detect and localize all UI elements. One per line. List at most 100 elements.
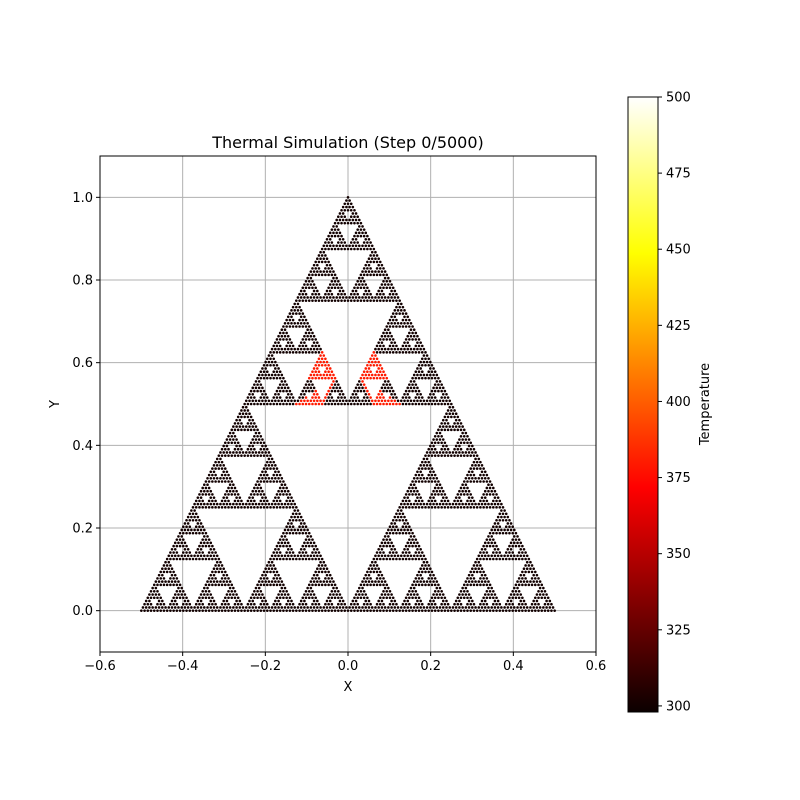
data-point bbox=[464, 483, 468, 487]
data-point bbox=[340, 221, 343, 225]
data-point bbox=[422, 373, 426, 377]
data-point bbox=[385, 596, 389, 600]
data-point bbox=[230, 480, 234, 483]
data-point bbox=[451, 425, 455, 428]
data-point bbox=[269, 480, 272, 483]
data-point bbox=[233, 506, 237, 509]
data-point bbox=[488, 609, 492, 612]
colorbar-tick-label: 500 bbox=[666, 91, 691, 106]
data-point bbox=[464, 606, 468, 609]
data-point bbox=[307, 286, 311, 290]
data-point bbox=[257, 386, 261, 390]
data-point bbox=[485, 493, 489, 496]
data-point bbox=[316, 360, 319, 364]
data-point bbox=[519, 606, 523, 609]
data-point bbox=[422, 347, 426, 351]
data-point bbox=[186, 554, 190, 558]
data-point bbox=[338, 212, 342, 215]
data-point bbox=[461, 425, 464, 428]
data-point bbox=[280, 580, 284, 583]
data-point bbox=[409, 489, 413, 493]
data-point bbox=[420, 499, 424, 503]
data-point bbox=[175, 538, 179, 541]
data-point bbox=[524, 551, 527, 554]
data-point bbox=[330, 609, 334, 612]
data-point bbox=[293, 554, 297, 558]
data-point bbox=[417, 389, 421, 393]
data-point bbox=[485, 577, 489, 580]
data-point bbox=[223, 602, 227, 606]
data-point bbox=[286, 554, 290, 558]
data-point bbox=[306, 399, 309, 403]
data-point bbox=[387, 334, 390, 338]
data-point bbox=[469, 467, 473, 470]
data-point bbox=[206, 489, 209, 493]
data-point bbox=[278, 583, 282, 587]
data-point bbox=[533, 570, 537, 574]
data-point bbox=[330, 299, 334, 302]
data-point bbox=[275, 338, 279, 341]
data-point bbox=[438, 606, 442, 609]
data-point bbox=[354, 593, 358, 596]
data-point bbox=[309, 276, 313, 280]
data-point bbox=[472, 570, 476, 574]
data-point bbox=[482, 506, 485, 509]
data-point bbox=[432, 593, 435, 596]
data-point bbox=[367, 360, 371, 364]
data-point bbox=[424, 363, 427, 367]
data-point bbox=[380, 548, 384, 551]
data-point bbox=[462, 434, 466, 438]
data-point bbox=[401, 402, 405, 406]
data-point bbox=[408, 531, 411, 535]
data-point bbox=[251, 393, 255, 396]
data-point bbox=[212, 580, 216, 583]
data-point bbox=[261, 502, 264, 506]
data-point bbox=[393, 347, 397, 351]
data-point bbox=[314, 570, 318, 574]
data-point bbox=[277, 347, 280, 351]
data-point bbox=[312, 373, 316, 377]
data-point bbox=[372, 254, 376, 257]
data-point bbox=[207, 589, 211, 593]
data-point bbox=[420, 460, 424, 464]
data-point bbox=[414, 389, 418, 393]
data-point bbox=[427, 583, 431, 587]
data-point bbox=[427, 564, 431, 567]
data-point bbox=[361, 231, 364, 235]
data-point bbox=[477, 606, 481, 609]
data-point bbox=[385, 389, 389, 393]
data-point bbox=[466, 602, 469, 606]
data-point bbox=[190, 509, 193, 512]
data-point bbox=[361, 399, 364, 403]
data-point bbox=[401, 506, 405, 509]
data-point bbox=[354, 296, 358, 299]
data-point bbox=[214, 570, 217, 574]
data-point bbox=[249, 422, 253, 425]
data-point bbox=[324, 376, 327, 380]
data-point bbox=[495, 493, 498, 496]
data-point bbox=[222, 502, 225, 506]
data-point bbox=[322, 606, 326, 609]
data-point bbox=[209, 476, 213, 480]
data-point bbox=[194, 602, 198, 606]
data-point bbox=[537, 602, 540, 606]
data-point bbox=[453, 609, 456, 612]
data-point bbox=[495, 602, 498, 606]
data-point bbox=[519, 548, 523, 551]
data-point bbox=[180, 535, 183, 538]
data-point bbox=[433, 499, 437, 503]
data-point bbox=[382, 577, 385, 580]
data-point bbox=[262, 402, 266, 406]
data-point bbox=[322, 399, 326, 403]
data-point bbox=[206, 593, 209, 596]
data-point bbox=[417, 370, 421, 374]
data-point bbox=[359, 247, 363, 251]
data-point bbox=[479, 480, 482, 483]
data-point bbox=[322, 354, 326, 357]
data-point bbox=[330, 234, 334, 238]
data-point bbox=[374, 250, 377, 254]
data-point bbox=[366, 292, 369, 296]
data-point bbox=[432, 476, 435, 480]
data-point bbox=[479, 557, 482, 561]
data-point bbox=[492, 525, 495, 529]
